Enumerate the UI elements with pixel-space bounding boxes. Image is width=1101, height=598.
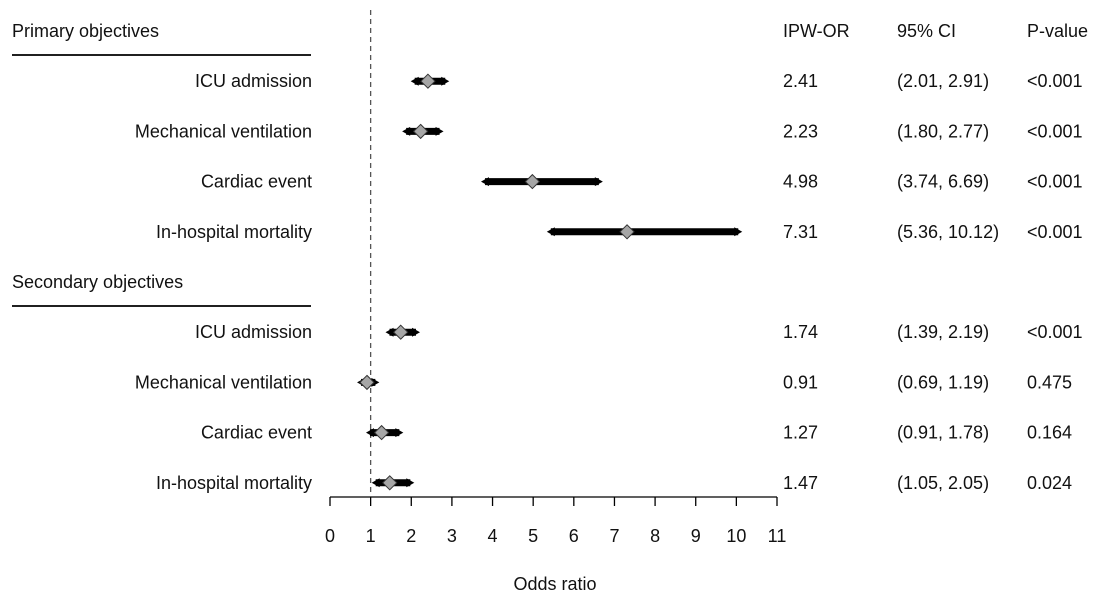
ci-lower-arrow (410, 76, 419, 86)
row-pvalue: 0.024 (1027, 473, 1072, 493)
row-pvalue: <0.001 (1027, 322, 1083, 342)
row-ci-value: (1.80, 2.77) (897, 121, 989, 141)
row-ci-value: (5.36, 10.12) (897, 222, 999, 242)
row-label: Cardiac event (201, 172, 312, 192)
column-header-estimate: IPW-OR (783, 21, 850, 41)
ci-upper-arrow (435, 126, 444, 136)
odds-ratio-marker (524, 173, 541, 190)
ci-upper-arrow (441, 76, 450, 86)
row-label: Cardiac event (201, 423, 312, 443)
group-title: Secondary objectives (12, 272, 183, 292)
row-or-value: 7.31 (783, 222, 818, 242)
ci-upper-arrow (411, 327, 420, 337)
row-ci-value: (2.01, 2.91) (897, 71, 989, 91)
ci-upper-arrow (594, 177, 603, 187)
x-tick-label: 5 (528, 526, 538, 546)
table-row: Cardiac event 1.27 (0.91, 1.78) 0.164 (201, 423, 1072, 443)
row-ci-value: (1.39, 2.19) (897, 322, 989, 342)
odds-ratio-marker (420, 73, 436, 89)
odds-ratio-marker (359, 374, 375, 391)
odds-ratio-marker (619, 224, 635, 240)
row-or-value: 4.98 (783, 172, 818, 192)
column-header-ci: 95% CI (897, 21, 956, 41)
row-ci-value: (0.91, 1.78) (897, 423, 989, 443)
column-header-pvalue: P-value (1027, 21, 1088, 41)
table-row: Mechanical ventilation 2.23 (1.80, 2.77) <0… (135, 121, 1083, 141)
row-label: Mechanical ventilation (135, 372, 312, 392)
table-row: Mechanical ventilation 0.91 (0.69, 1.19) 0.… (135, 372, 1072, 392)
x-tick-label: 6 (569, 526, 579, 546)
row-label: ICU admission (195, 71, 312, 91)
x-tick-label: 7 (609, 526, 619, 546)
group-title: Primary objectives (12, 21, 159, 41)
row-pvalue: 0.164 (1027, 423, 1072, 443)
x-tick-label: 2 (406, 526, 416, 546)
x-tick-label: 0 (325, 526, 335, 546)
ci-lower-arrow (402, 126, 411, 136)
row-or-value: 1.47 (783, 473, 818, 493)
row-or-value: 1.74 (783, 322, 818, 342)
row-pvalue: <0.001 (1027, 172, 1083, 192)
ci-lower-arrow (365, 428, 374, 438)
row-or-value: 2.41 (783, 71, 818, 91)
x-tick-label: 3 (447, 526, 457, 546)
row-or-value: 1.27 (783, 423, 818, 443)
ci-upper-arrow (734, 227, 743, 237)
odds-ratio-marker (382, 475, 398, 491)
x-tick-label: 4 (488, 526, 498, 546)
x-tick-label: 8 (650, 526, 660, 546)
row-pvalue: <0.001 (1027, 121, 1083, 141)
row-label: In-hospital mortality (156, 473, 312, 493)
row-label: In-hospital mortality (156, 222, 312, 242)
odds-ratio-marker (412, 123, 429, 140)
row-or-value: 0.91 (783, 372, 818, 392)
x-tick-label: 9 (691, 526, 701, 546)
ci-lower-arrow (480, 177, 489, 187)
odds-ratio-marker (393, 324, 409, 340)
row-label: Mechanical ventilation (135, 121, 312, 141)
ci-upper-arrow (395, 428, 404, 438)
ci-upper-arrow (371, 377, 380, 387)
x-tick-label: 1 (366, 526, 376, 546)
ci-upper-arrow (406, 478, 415, 488)
ci-lower-arrow (385, 327, 394, 337)
row-label: ICU admission (195, 322, 312, 342)
row-pvalue: <0.001 (1027, 222, 1083, 242)
table-row: In-hospital mortality 1.47 (1.05, 2.05) 0.0… (156, 473, 1072, 493)
row-pvalue: 0.475 (1027, 372, 1072, 392)
row-ci-value: (0.69, 1.19) (897, 372, 989, 392)
table-row: In-hospital mortality 7.31 (5.36, 10.12) <0… (156, 222, 1083, 242)
x-tick-label: 10 (726, 526, 746, 546)
group-headers-layer: Primary objectives Secondary objectives (12, 21, 311, 307)
row-or-value: 2.23 (783, 121, 818, 141)
rows-layer: ICU admission 2.41 (2.01, 2.91) <0.001Mecha… (135, 71, 1083, 493)
ci-lower-arrow (546, 227, 555, 237)
odds-ratio-marker (373, 424, 390, 441)
row-ci-value: (3.74, 6.69) (897, 172, 989, 192)
table-row: ICU admission 2.41 (2.01, 2.91) <0.001 (195, 71, 1083, 91)
table-row: Cardiac event 4.98 (3.74, 6.69) <0.001 (201, 172, 1083, 192)
row-pvalue: <0.001 (1027, 71, 1083, 91)
ci-lower-arrow (371, 478, 380, 488)
table-row: ICU admission 1.74 (1.39, 2.19) <0.001 (195, 322, 1083, 342)
row-ci-value: (1.05, 2.05) (897, 473, 989, 493)
x-tick-label: 11 (768, 526, 787, 546)
x-axis-label: Odds ratio (513, 574, 596, 594)
x-axis: 0 1 2 3 4 5 6 7 8 9 10 11 (325, 496, 787, 546)
